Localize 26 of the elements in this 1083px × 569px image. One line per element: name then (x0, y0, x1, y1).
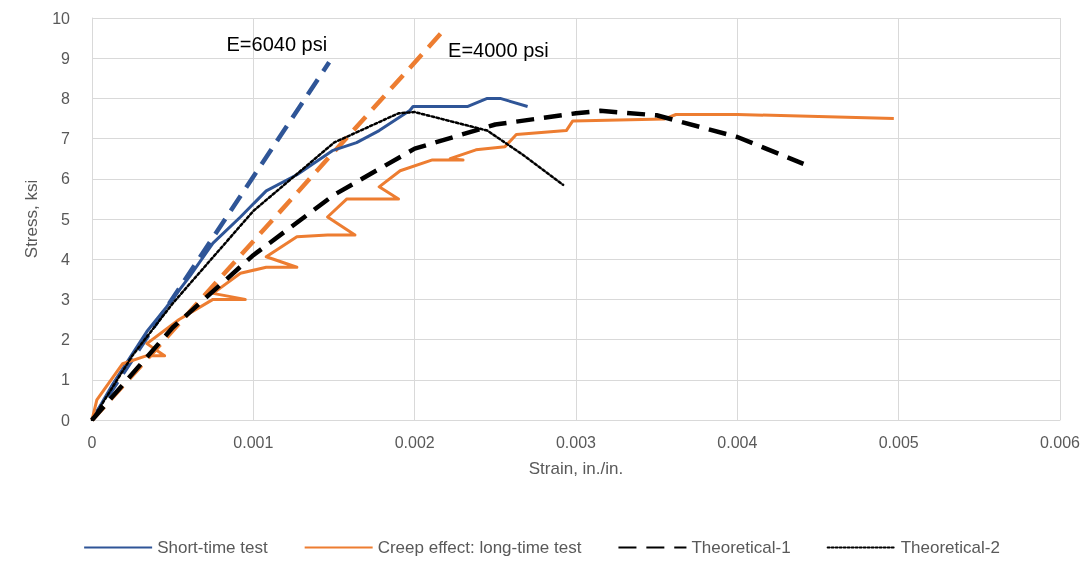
y-tick-label: 3 (61, 290, 71, 308)
legend-label: Theoretical-2 (900, 538, 1000, 557)
y-tick-label: 5 (61, 210, 71, 228)
x-tick-label: 0.006 (1039, 433, 1081, 451)
x-tick-label: 0.002 (394, 433, 435, 451)
annotation: E=6040 psi (226, 33, 328, 56)
y-tick-label: 8 (61, 89, 71, 107)
y-tick-label: 6 (61, 170, 71, 188)
annotation: E=4000 psi (448, 39, 549, 62)
y-axis-title: Stress, ksi (22, 179, 41, 259)
y-tick-label: 9 (61, 49, 71, 67)
legend-label: Theoretical-1 (691, 538, 791, 557)
y-tick-label: 4 (61, 250, 71, 268)
x-tick-label: 0 (87, 433, 97, 451)
x-tick-label: 0.004 (717, 433, 758, 451)
y-tick-label: 2 (61, 331, 71, 349)
y-tick-label: 7 (61, 130, 71, 148)
y-tick-label: 0 (61, 411, 71, 429)
x-tick-label: 0.001 (233, 433, 274, 451)
y-tick-label: 10 (52, 9, 71, 27)
x-axis-title: Strain, in./in. (528, 459, 624, 478)
x-tick-label: 0.003 (555, 433, 597, 451)
x-tick-label: 0.005 (878, 433, 919, 451)
y-tick-label: 1 (61, 371, 71, 389)
legend-label: Creep effect: long-time test (377, 538, 582, 557)
legend-label: Short-time test (157, 538, 268, 557)
